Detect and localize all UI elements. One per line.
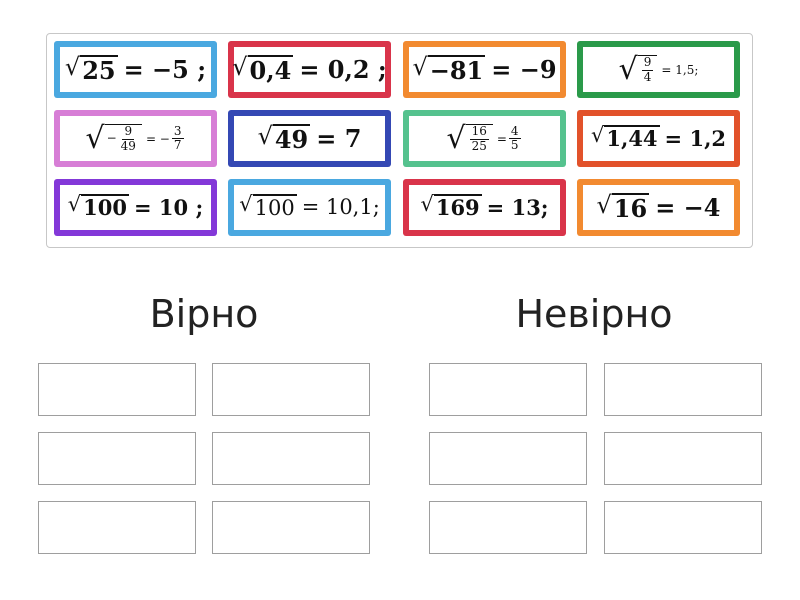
tile-face: √ 1,44 = 1,2 (583, 116, 734, 161)
radicand: 100 (252, 194, 297, 221)
sqrt-sign: √ 0,4 (232, 52, 294, 85)
fraction-numerator: 4 (508, 123, 521, 139)
tile-face: √ 25 = −5 ; (60, 47, 211, 92)
fraction: 9 49 (119, 124, 138, 153)
equation-rhs: = 10 ; (134, 194, 204, 220)
equation-rhs: = (496, 131, 507, 146)
column-title-correct: Вірно (149, 292, 259, 336)
tile-expression: √ 0,4 = 0,2 ; (232, 52, 387, 85)
sqrt-sign: √ − 9 49 (85, 123, 142, 154)
sqrt-sign: √ 16 (596, 190, 650, 223)
tile-sqrt100-a[interactable]: √ 100 = 10 ; (54, 179, 217, 236)
tile-face: √ 0,4 = 0,2 ; (232, 47, 387, 92)
drop-slot-incorrect[interactable] (604, 501, 762, 554)
drop-slot-incorrect[interactable] (429, 363, 587, 416)
radicand: 0,4 (247, 54, 294, 85)
equation-rhs: = −4 (655, 193, 721, 222)
sqrt-sign: √ 100 (239, 192, 297, 221)
drop-slot-correct[interactable] (212, 501, 370, 554)
equation-rhs: = 0,2 ; (299, 55, 387, 84)
sqrt-sign: √ 100 (67, 192, 130, 221)
fraction-numerator: 9 (122, 124, 135, 140)
equation-rhs: = −5 ; (123, 55, 207, 84)
tile-expression: √ 49 = 7 (257, 121, 362, 154)
fraction-numerator: 9 (641, 55, 654, 71)
tile-face: √ 100 = 10,1; (234, 185, 385, 230)
fraction-denominator: 5 (510, 138, 519, 152)
equation-rhs: = −9 (491, 55, 557, 84)
tile-sqrt16[interactable]: √ 16 = −4 (577, 179, 740, 236)
drop-slot-incorrect[interactable] (429, 432, 587, 485)
tile-expression: √ 16 = −4 (596, 190, 721, 223)
equation-rhs: = 1,5; (661, 62, 699, 77)
tile-sqrt-neg81[interactable]: √ −81 = −9 (403, 41, 566, 98)
fraction: 16 25 (469, 124, 489, 153)
tile-sqrt1-44[interactable]: √ 1,44 = 1,2 (577, 110, 740, 167)
radicand: 1,44 (604, 125, 660, 152)
tile-sqrt49[interactable]: √ 49 = 7 (228, 110, 391, 167)
tile-expression: √ 1,44 = 1,2 (591, 125, 726, 151)
equation-rhs: = 10,1; (301, 195, 380, 220)
sqrt-sign: √ 1,44 (591, 123, 660, 152)
fraction-numerator: 16 (469, 124, 489, 140)
tile-face: √ 49 = 7 (234, 116, 385, 161)
equation-rhs: = 7 (316, 124, 362, 153)
tile-expression: √ −81 = −9 (412, 52, 557, 85)
tile-sqrt169[interactable]: √ 169 = 13; (403, 179, 566, 236)
tile-sqrt100-b[interactable]: √ 100 = 10,1; (228, 179, 391, 236)
sqrt-sign: √ 16 25 (446, 123, 493, 154)
sqrt-sign: √ −81 (412, 52, 486, 85)
fraction-denominator: 7 (173, 138, 182, 152)
tile-expression: √ 100 = 10,1; (239, 192, 380, 221)
tile-sqrt25[interactable]: √ 25 = −5 ; (54, 41, 217, 98)
radicand: 169 (433, 194, 482, 221)
tile-expression: √ 100 = 10 ; (68, 194, 203, 220)
tile-face: √ −81 = −9 (409, 47, 560, 92)
fraction-denominator: 25 (471, 138, 487, 153)
fraction-denominator: 4 (643, 69, 652, 84)
drop-slot-incorrect[interactable] (604, 363, 762, 416)
drop-slot-correct[interactable] (38, 501, 196, 554)
drop-slot-correct[interactable] (212, 432, 370, 485)
tile-face: √ 169 = 13; (409, 185, 560, 230)
tile-expression: √ 25 = −5 ; (64, 52, 207, 85)
radicand: 100 (81, 194, 130, 221)
tile-face: √ 16 = −4 (583, 185, 734, 230)
sqrt-sign: √ 25 (64, 52, 118, 85)
equation-rhs: = 13; (486, 194, 549, 220)
radicand: −81 (427, 54, 486, 85)
drop-slot-incorrect[interactable] (429, 501, 587, 554)
radicand: 16 (611, 192, 650, 223)
tile-sqrt0-4[interactable]: √ 0,4 = 0,2 ; (228, 41, 391, 98)
fraction-denominator: 49 (120, 138, 136, 153)
drop-slot-correct[interactable] (212, 363, 370, 416)
equation-rhs: = 1,2 (664, 125, 726, 151)
sqrt-sign: √ 49 (257, 121, 311, 154)
radicand: 25 (80, 54, 118, 85)
drop-slot-incorrect[interactable] (604, 432, 762, 485)
minus-sign: − (106, 131, 117, 146)
drop-slot-correct[interactable] (38, 432, 196, 485)
sqrt-sign: √ 169 (420, 192, 482, 221)
fraction-numerator: 3 (171, 123, 184, 139)
drop-slot-correct[interactable] (38, 363, 196, 416)
radicand: 49 (272, 123, 311, 154)
equation-rhs: = − (145, 131, 170, 146)
tile-expression: √ 169 = 13; (420, 194, 548, 220)
column-title-incorrect: Невірно (515, 292, 673, 336)
tile-face: √ 100 = 10 ; (60, 185, 211, 230)
